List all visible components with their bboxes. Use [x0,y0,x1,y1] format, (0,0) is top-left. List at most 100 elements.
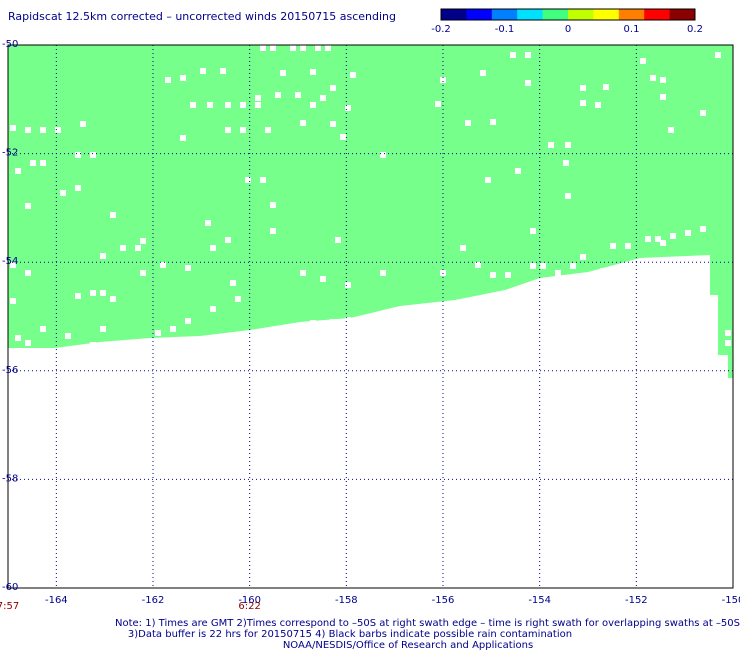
latitude-tick-label: -60 [2,582,18,593]
data-gap [610,243,616,249]
data-gap [330,85,336,91]
data-gap [330,121,336,127]
data-gap [15,335,21,341]
time-label: 6:22 [238,601,260,612]
data-gap [140,238,146,244]
data-gap [480,70,486,76]
data-gap [240,127,246,133]
data-gap [345,317,351,323]
data-gap [25,203,31,209]
colorbar-swatch [466,9,493,20]
data-gap [555,270,561,276]
data-gap [75,185,81,191]
data-gap [60,190,66,196]
data-gap [255,95,261,101]
colorbar-tick-label: 0.1 [624,24,640,35]
colorbar-swatch [542,9,569,20]
data-gap [230,280,236,286]
data-gap [580,254,586,260]
data-gap [320,276,326,282]
data-gap [225,102,231,108]
data-gap [10,298,16,304]
data-gap [210,306,216,312]
data-gap [600,268,606,274]
data-gap [40,127,46,133]
data-gap [475,262,481,268]
data-gap [625,243,631,249]
data-gap [490,119,496,125]
data-gap [485,177,491,183]
data-gap [75,152,81,158]
data-gap [435,101,441,107]
longitude-tick-label: -156 [432,595,455,606]
data-gap [530,228,536,234]
data-gap [260,177,266,183]
colorbar-swatch [644,9,671,20]
data-gap [315,45,321,51]
data-gap [525,52,531,58]
data-gap [635,268,641,274]
data-gap [715,52,721,58]
data-gap [25,127,31,133]
colorbar-swatch [517,9,544,20]
data-gap [595,102,601,108]
data-gap [310,102,316,108]
data-gap [670,233,676,239]
data-gap [240,102,246,108]
data-gap [310,69,316,75]
note-line-2: 3)Data buffer is 22 hrs for 20150715 4) … [128,629,572,640]
map-frame [7,44,734,589]
data-gap [300,45,306,51]
data-gap [530,263,536,269]
data-gap [340,134,346,140]
data-gap [700,226,706,232]
data-gap [700,110,706,116]
data-gap [25,340,31,346]
data-gap [515,168,521,174]
data-gap [110,296,116,302]
data-gap [160,262,166,268]
data-gap [380,270,386,276]
longitude-labels: -164 -162 -160 -158 -156 -154 -152 -150 [45,595,740,606]
data-gap [295,92,301,98]
latitude-tick-label: -56 [2,365,18,376]
data-gap [140,270,146,276]
data-gap [603,84,609,90]
data-gap [225,127,231,133]
data-gap [40,160,46,166]
data-gap [270,228,276,234]
data-gap [548,142,554,148]
data-gap [655,236,661,242]
data-gap [440,77,446,83]
data-gap [525,80,531,86]
data-gap [200,68,206,74]
data-gap [120,245,126,251]
data-gap [205,220,211,226]
data-gap [465,120,471,126]
data-gap [225,237,231,243]
data-gap [40,326,46,332]
longitude-tick-label: -160 [238,595,261,606]
data-gap [563,160,569,166]
time-label: 7:57 [0,601,19,612]
latitude-tick-label: -54 [2,256,18,267]
colorbar-swatch [593,9,620,20]
data-gap [565,193,571,199]
data-gap [580,85,586,91]
data-gap [100,253,106,259]
colorbar-tick-label: -0.2 [431,24,451,35]
colorbar-swatch [441,9,467,20]
data-gap [265,328,271,334]
data-gap [165,77,171,83]
data-gap [275,92,281,98]
data-gap [190,102,196,108]
data-gap [490,272,496,278]
data-gap [90,152,96,158]
data-gap [565,142,571,148]
colorbar-swatch [491,9,518,20]
data-gap [668,127,674,133]
data-gap [335,237,341,243]
data-gap [260,45,266,51]
data-gap [207,102,213,108]
